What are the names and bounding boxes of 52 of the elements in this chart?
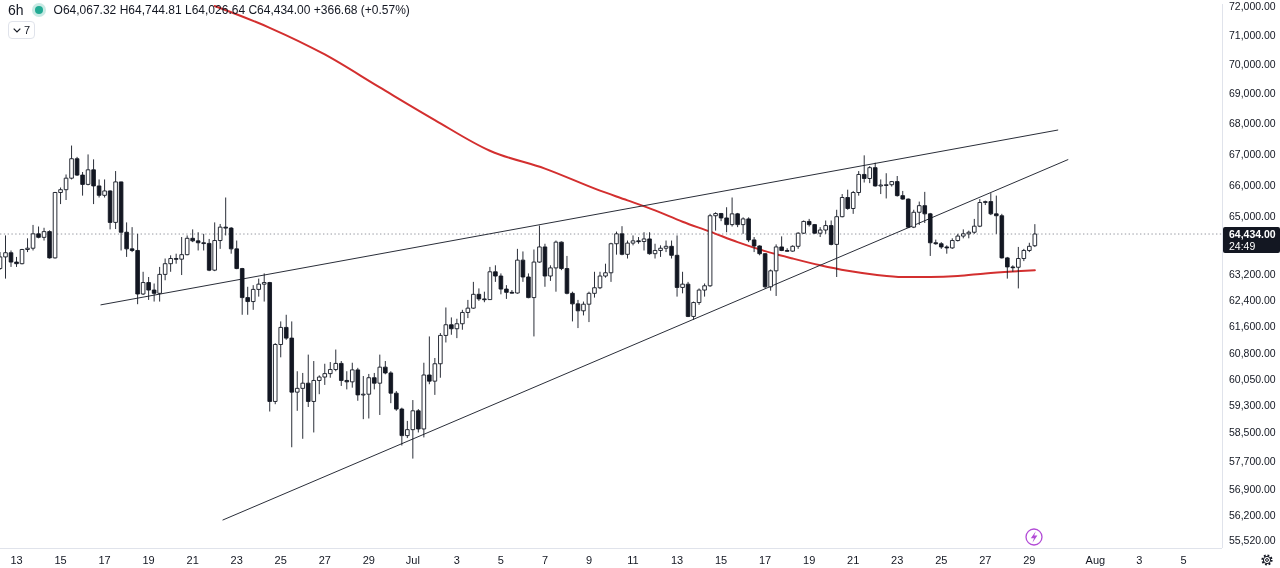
x-tick-label: 5 (1180, 554, 1187, 566)
annotation: 7 (24, 24, 31, 36)
ref-line-label: 64,434.00 (1229, 228, 1276, 241)
chart-title: 6h (8, 2, 24, 18)
x-tick-label: 13 (10, 554, 23, 566)
y-tick-label: 56,200.00 (1229, 508, 1276, 521)
y-tick-label: 70,000.00 (1229, 57, 1276, 70)
x-tick-label: 23 (891, 554, 904, 566)
y-tick-label: 66,000.00 (1229, 178, 1276, 191)
y-tick-label: 60,050.00 (1229, 372, 1276, 385)
y-tick-label: 72,000.00 (1229, 0, 1276, 12)
x-tick-label: 21 (186, 554, 199, 566)
x-tick-label: 3 (1136, 554, 1143, 566)
y-tick-label: 60,800.00 (1229, 347, 1276, 360)
toggle-button: 7 (8, 21, 36, 39)
y-tick-label: 59,300.00 (1229, 398, 1276, 411)
x-tick-label: 25 (935, 554, 948, 566)
x-tick-label: 15 (714, 554, 728, 566)
x-tick-label: 23 (230, 554, 243, 566)
x-tick-label: 27 (979, 554, 992, 566)
x-tick-label: 13 (670, 554, 684, 566)
x-tick-label: Jul (405, 554, 420, 566)
x-tick-label: 27 (318, 554, 331, 566)
y-tick-label: 71,000.00 (1229, 28, 1276, 41)
x-tick-label: 19 (803, 554, 816, 566)
y-tick-label: 67,000.00 (1229, 147, 1276, 160)
x-tick-label: 11 (627, 554, 639, 566)
x-tick-label: 5 (497, 554, 504, 566)
y-tick-label: 62,400.00 (1229, 293, 1276, 306)
x-tick-label: Aug (1085, 554, 1106, 566)
y-tick-label: 56,900.00 (1229, 483, 1276, 496)
x-tick-label: 17 (759, 554, 772, 566)
x-tick-label: 25 (274, 554, 287, 566)
y-tick-label: 58,500.00 (1229, 426, 1276, 439)
x-tick-label: 7 (541, 554, 549, 566)
candlestick (1032, 223, 1038, 248)
x-tick-label: 19 (142, 554, 155, 566)
y-tick-label: 55,520.00 (1229, 533, 1276, 546)
x-tick-label: 15 (54, 554, 67, 566)
x-tick-label: 3 (453, 554, 460, 566)
x-tick-label: 29 (362, 554, 375, 566)
x-tick-label: 17 (98, 554, 111, 566)
y-tick-label: 63,200.00 (1229, 267, 1276, 280)
y-tick-label: 65,000.00 (1229, 210, 1276, 223)
y-tick-label: 61,600.00 (1229, 320, 1276, 333)
x-tick-label: 29 (1023, 554, 1036, 566)
x-tick-label: 21 (847, 554, 860, 566)
y-tick-label: 68,000.00 (1229, 117, 1276, 130)
y-tick-label: 69,000.00 (1229, 87, 1276, 100)
x-tick-label: 9 (585, 554, 593, 566)
text: 24:49 (1229, 240, 1256, 253)
y-tick-label: 57,700.00 (1229, 454, 1276, 467)
